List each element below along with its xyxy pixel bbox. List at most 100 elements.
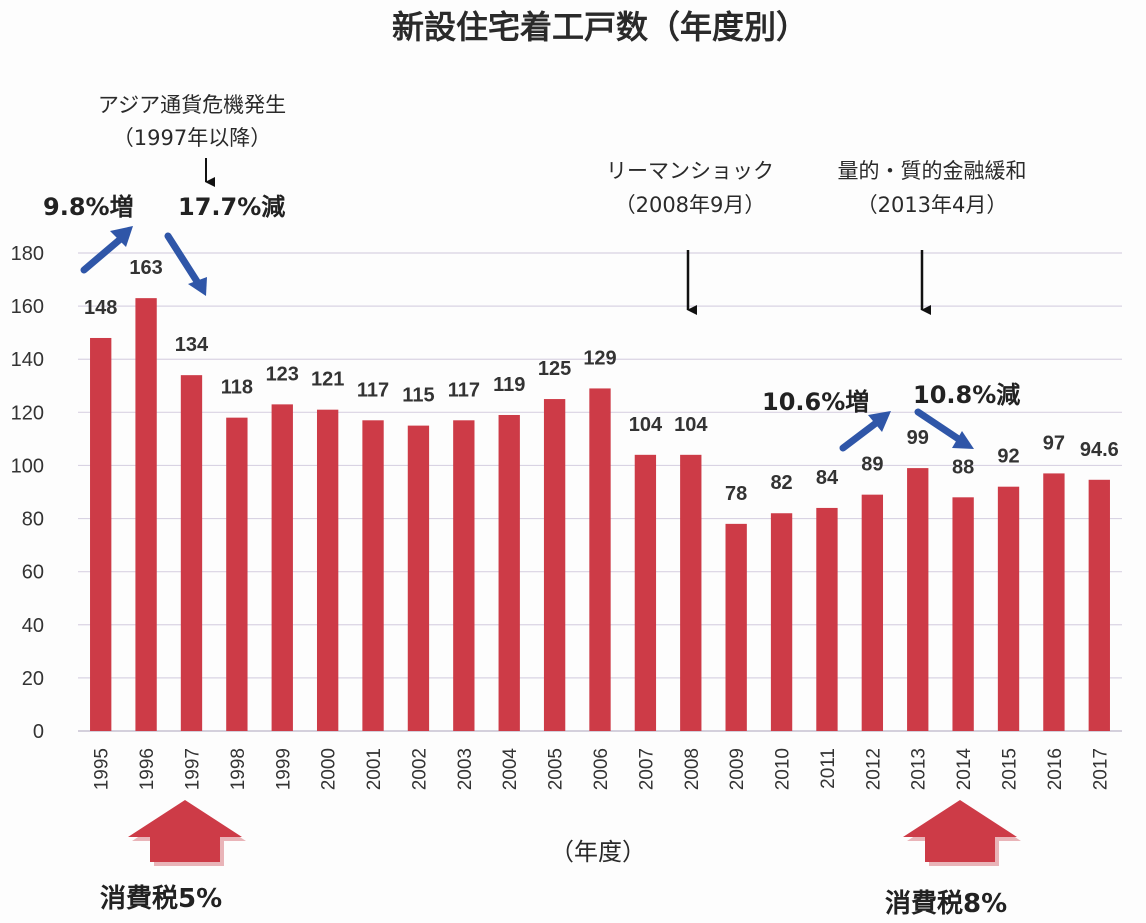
data-label-2002: 115 (402, 385, 434, 407)
tax-5-arrow-icon (128, 800, 246, 866)
x-tick-label: 2007 (636, 748, 657, 790)
y-tick-label: 60 (22, 562, 44, 584)
lehman-label: リーマンショック (606, 159, 774, 183)
qe-label: 量的・質的金融緩和 (838, 159, 1027, 183)
bar-2001 (362, 420, 384, 731)
tax-8-arrow-icon (903, 800, 1021, 866)
increase-arrow-icon (80, 226, 133, 274)
x-tick-label: 2005 (546, 748, 567, 790)
x-tick-label: 2006 (591, 748, 612, 790)
data-label-2006: 129 (583, 347, 616, 369)
bar-2010 (770, 513, 793, 731)
y-axis-ticks: 0 20 40 60 80 100 120 140 160 180 (11, 243, 44, 743)
increase-1996-label: 9.8%増 (43, 193, 134, 221)
x-axis-ticks: 1995 1996 1997 1998 1999 2000 2001 2002 2003 2004… (92, 748, 1112, 791)
bar-2016 (1043, 473, 1065, 731)
y-tick-label: 0 (33, 721, 44, 743)
data-label-2017: 94.6 (1080, 439, 1119, 461)
y-tick-label: 160 (11, 296, 44, 318)
bar-2006 (589, 388, 611, 731)
data-label-2008: 104 (674, 414, 708, 436)
y-tick-label: 120 (11, 402, 44, 424)
decrease-arrow-icon (164, 232, 207, 296)
data-label-1995: 148 (84, 297, 117, 319)
bar-2017 (1088, 479, 1110, 731)
y-tick-label: 180 (11, 243, 44, 265)
x-tick-label: 2013 (909, 748, 930, 790)
x-tick-label: 1995 (92, 748, 113, 790)
asia-crisis-date: （1997年以降） (113, 126, 271, 150)
x-tick-label: 1998 (228, 748, 249, 790)
qe-date: （2013年4月） (857, 193, 1008, 217)
bar-1996 (135, 298, 157, 731)
decrease-arrow-2014-icon (914, 408, 974, 449)
bar-1998 (226, 417, 248, 731)
data-label-2012: 89 (861, 454, 883, 476)
data-label-2007: 104 (629, 414, 663, 436)
data-label-2015: 92 (997, 446, 1019, 468)
chart-title: 新設住宅着工戸数（年度別） (392, 8, 808, 46)
decrease-1997-label: 17.7%減 (178, 193, 285, 221)
x-tick-label: 2001 (364, 748, 385, 790)
y-tick-label: 100 (11, 455, 44, 477)
data-label-2009: 78 (725, 483, 747, 505)
bar-2015 (997, 486, 1020, 731)
y-tick-label: 80 (22, 509, 44, 531)
x-tick-label: 2014 (954, 748, 975, 791)
x-tick-label: 2017 (1090, 748, 1111, 790)
data-label-2001: 117 (357, 379, 389, 401)
x-tick-label: 2004 (500, 748, 521, 791)
bar-2007 (634, 454, 657, 731)
x-tick-label: 2000 (319, 748, 340, 790)
bar-1999 (271, 404, 293, 731)
x-axis-title: （年度） (550, 838, 646, 866)
bar-2012 (861, 494, 884, 731)
x-tick-label: 1997 (182, 748, 203, 790)
y-tick-label: 140 (11, 349, 44, 371)
y-tick-label: 40 (22, 615, 44, 637)
x-tick-label: 2015 (1000, 748, 1021, 790)
data-label-2004: 119 (493, 374, 525, 396)
tax-8-label: 消費税8% (885, 889, 1007, 919)
bar-2004 (498, 414, 520, 731)
data-label-1998: 118 (221, 377, 253, 399)
x-tick-label: 2012 (863, 748, 884, 790)
bar-1997 (180, 375, 203, 731)
x-tick-label: 2009 (727, 748, 748, 790)
bar-2005 (543, 399, 566, 731)
data-label-2011: 84 (816, 467, 839, 489)
data-label-2016: 97 (1043, 432, 1065, 454)
data-label-1999: 123 (266, 363, 299, 385)
lehman-date: （2008年9月） (615, 193, 766, 217)
data-label-2000: 121 (311, 369, 344, 391)
bar-2008 (680, 454, 702, 731)
x-tick-label: 2010 (773, 748, 794, 790)
x-tick-label: 2011 (818, 748, 839, 789)
data-labels: 148 163 134 118 123 121 117 115 117 119 125 129 104 1… (84, 257, 1119, 505)
tax-5-label: 消費税5% (100, 884, 222, 914)
decrease-2014-label: 10.8%減 (913, 381, 1020, 409)
x-tick-label: 2002 (409, 748, 430, 790)
bar-1995 (90, 337, 112, 731)
x-tick-label: 2016 (1045, 748, 1066, 790)
bar-2000 (316, 409, 339, 731)
data-label-1996: 163 (129, 257, 162, 279)
data-label-2013: 99 (907, 427, 929, 449)
data-label-2010: 82 (770, 472, 792, 494)
data-label-2003: 117 (448, 379, 480, 401)
bar-2011 (816, 507, 838, 731)
data-label-2005: 125 (538, 358, 571, 380)
x-tick-label: 2003 (455, 748, 476, 790)
data-label-2014: 88 (952, 456, 974, 478)
bar-2003 (453, 420, 475, 731)
increase-arrow-2013-icon (839, 411, 891, 452)
increase-2013-label: 10.6%増 (762, 388, 869, 416)
bar-2014 (952, 497, 974, 731)
bars (90, 298, 1110, 731)
bar-2009 (725, 523, 747, 731)
x-tick-label: 1996 (137, 748, 158, 790)
x-tick-label: 1999 (273, 748, 294, 790)
x-tick-label: 2008 (682, 748, 703, 790)
y-tick-label: 20 (22, 668, 44, 690)
